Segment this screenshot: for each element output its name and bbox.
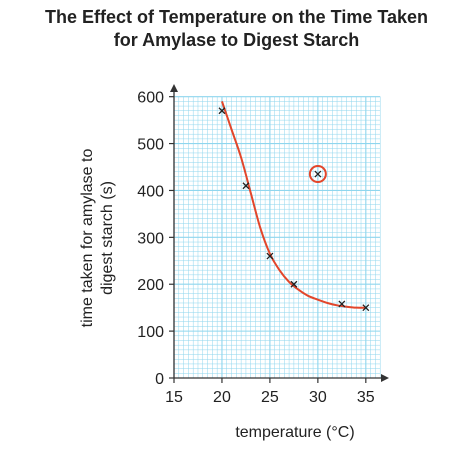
x-tick-label: 30 xyxy=(309,389,327,406)
y-axis-label: time taken for amylase to digest starch … xyxy=(79,149,116,328)
y-axis-label-line-1: time taken for amylase to xyxy=(79,149,96,328)
anomaly-circle xyxy=(308,165,327,184)
y-tick-label: 400 xyxy=(137,183,164,200)
anomalous-data-point xyxy=(308,165,327,184)
tick-labels: 15 20 25 30 35 0 100 200 300 400 500 600 xyxy=(137,90,375,406)
x-tick-label: 25 xyxy=(261,389,279,406)
y-tick-label: 500 xyxy=(137,137,164,154)
chart-grid xyxy=(173,96,381,379)
x-tick-label: 15 xyxy=(165,389,183,406)
chart-title-line-2: for Amylase to Digest Starch xyxy=(113,30,360,50)
point-cross-stroke xyxy=(314,170,322,178)
data-point xyxy=(362,304,370,312)
y-axis-label-line-2: digest starch (s) xyxy=(99,181,116,295)
point-cross-stroke xyxy=(242,182,250,190)
chart-title: The Effect of Temperature on the Time Ta… xyxy=(0,6,473,52)
x-axis-label: temperature (°C) xyxy=(235,424,354,441)
y-tick-label: 0 xyxy=(155,371,164,388)
point-cross-stroke xyxy=(266,252,274,260)
point-cross-stroke xyxy=(218,107,226,115)
y-tick-label: 300 xyxy=(137,230,164,247)
data-points xyxy=(218,107,370,312)
data-point xyxy=(266,252,274,260)
point-cross-stroke xyxy=(362,304,370,312)
data-point xyxy=(218,107,226,115)
x-tick-label: 35 xyxy=(357,389,375,406)
data-point xyxy=(338,300,346,308)
chart-axes xyxy=(170,84,389,382)
point-cross-stroke xyxy=(290,280,298,288)
y-tick-label: 100 xyxy=(137,324,164,341)
x-tick-label: 20 xyxy=(213,389,231,406)
y-tick-label: 200 xyxy=(137,277,164,294)
data-point xyxy=(242,182,250,190)
y-tick-label: 600 xyxy=(137,90,164,107)
data-point xyxy=(290,280,298,288)
x-axis-arrow xyxy=(381,374,389,382)
point-cross-stroke xyxy=(338,300,346,308)
y-axis-arrow xyxy=(170,84,178,92)
best-fit-curve xyxy=(221,101,366,309)
chart-title-line-1: The Effect of Temperature on the Time Ta… xyxy=(44,7,429,27)
